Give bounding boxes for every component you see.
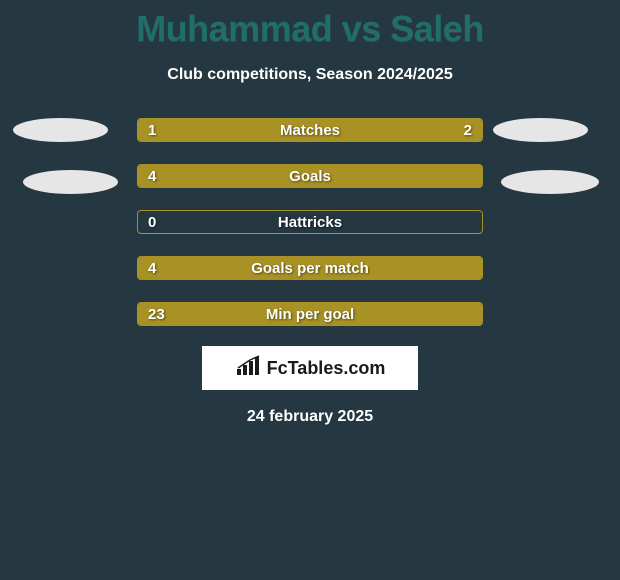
stat-bar-goals: 4Goals [137,164,483,188]
avatar-ellipse-1 [493,118,588,142]
branding-icon [235,355,263,382]
bar-label: Goals per match [138,257,482,279]
avatar-ellipse-2 [23,170,118,194]
branding-badge: FcTables.com [202,346,418,390]
branding-text: FcTables.com [267,358,386,379]
stat-bar-hattricks: 0Hattricks [137,210,483,234]
avatar-ellipse-0 [13,118,108,142]
page-title: Muhammad vs Saleh [0,0,620,50]
bar-label: Goals [138,165,482,187]
stat-bar-min-per-goal: 23Min per goal [137,302,483,326]
stat-bar-goals-per-match: 4Goals per match [137,256,483,280]
bar-label: Hattricks [138,211,482,233]
comparison-content: 12Matches 4Goals 0Hattricks 4Goals per matc… [0,118,620,326]
bar-label: Matches [138,119,482,141]
stat-bars: 12Matches 4Goals 0Hattricks 4Goals per matc… [137,118,483,326]
stat-bar-matches: 12Matches [137,118,483,142]
subtitle: Club competitions, Season 2024/2025 [0,66,620,84]
avatar-ellipse-3 [501,170,599,194]
date-label: 24 february 2025 [0,408,620,426]
bar-label: Min per goal [138,303,482,325]
